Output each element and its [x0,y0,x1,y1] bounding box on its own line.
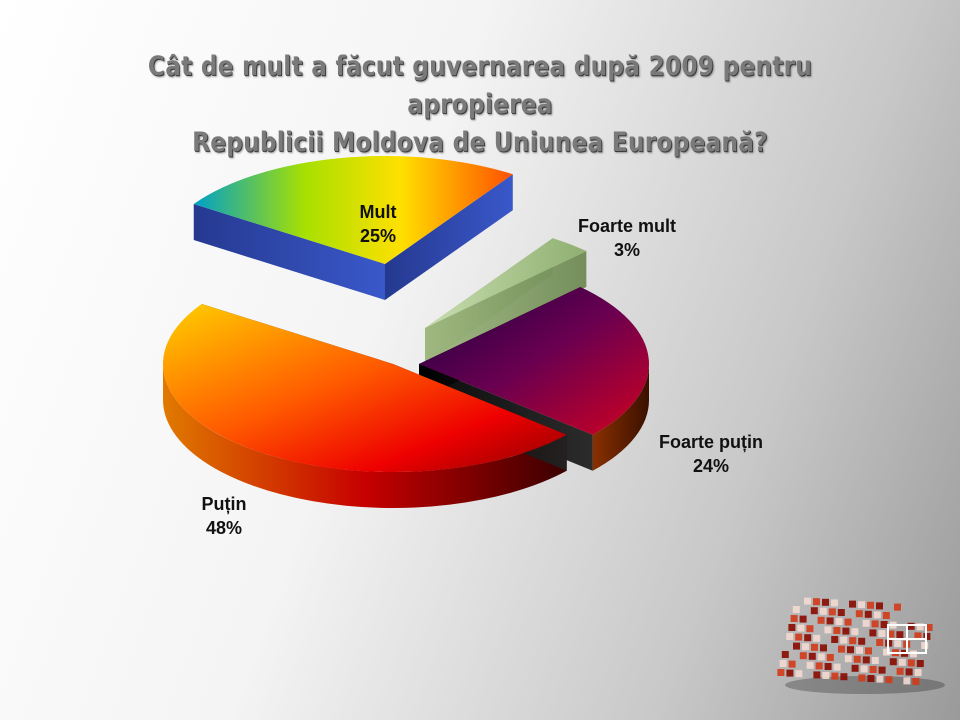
slice-label-putin: Puțin 48% [202,494,247,538]
chart-title-line-1: Cât de mult a făcut guvernarea după 2009… [147,51,813,120]
slice-label-value: 24% [693,456,729,476]
slice-label-value: 25% [360,226,396,246]
slice-label-name: Foarte puțin [659,432,763,452]
slice-label-name: Mult [360,202,397,222]
pie-slice-putin [162,303,567,509]
slice-label-foarte-putin: Foarte puțin 24% [659,432,763,476]
slice-label-mult: Mult 25% [360,202,397,246]
slice-label-value: 48% [206,518,242,538]
slice-label-value: 3% [614,240,640,260]
pie-slice-foarte-mult [425,238,587,364]
slice-label-name: Puțin [202,494,247,514]
chart-title: Cât de mult a făcut guvernarea după 2009… [119,48,841,162]
logo-mosaic-icon [777,597,945,694]
slice-label-name: Foarte mult [578,216,676,236]
pie-slice-mult [193,156,513,300]
slice-label-foarte-mult: Foarte mult 3% [578,216,676,260]
chart-title-line-2: Republicii Moldova de Uniunea Europeană? [192,127,768,158]
